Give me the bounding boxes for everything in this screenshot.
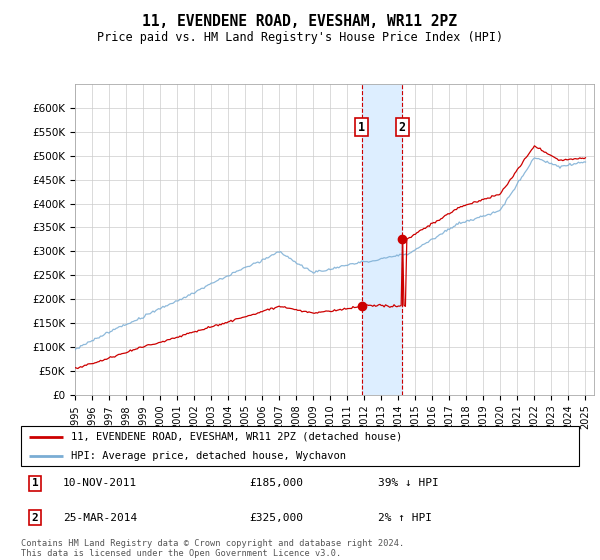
Text: 1: 1: [358, 120, 365, 133]
Text: 2% ↑ HPI: 2% ↑ HPI: [378, 513, 432, 523]
Text: 25-MAR-2014: 25-MAR-2014: [63, 513, 137, 523]
Bar: [362, 84, 402, 395]
Text: HPI: Average price, detached house, Wychavon: HPI: Average price, detached house, Wych…: [71, 451, 346, 461]
Text: 1: 1: [32, 478, 38, 488]
Text: 2: 2: [398, 120, 406, 133]
Text: £325,000: £325,000: [250, 513, 304, 523]
Text: 10-NOV-2011: 10-NOV-2011: [63, 478, 137, 488]
Text: 11, EVENDENE ROAD, EVESHAM, WR11 2PZ: 11, EVENDENE ROAD, EVESHAM, WR11 2PZ: [143, 14, 458, 29]
Text: Price paid vs. HM Land Registry's House Price Index (HPI): Price paid vs. HM Land Registry's House …: [97, 31, 503, 44]
Text: 2: 2: [32, 513, 38, 523]
Text: 11, EVENDENE ROAD, EVESHAM, WR11 2PZ (detached house): 11, EVENDENE ROAD, EVESHAM, WR11 2PZ (de…: [71, 432, 403, 442]
FancyBboxPatch shape: [21, 426, 579, 466]
Text: Contains HM Land Registry data © Crown copyright and database right 2024.
This d: Contains HM Land Registry data © Crown c…: [21, 539, 404, 558]
Text: £185,000: £185,000: [250, 478, 304, 488]
Text: 39% ↓ HPI: 39% ↓ HPI: [378, 478, 439, 488]
